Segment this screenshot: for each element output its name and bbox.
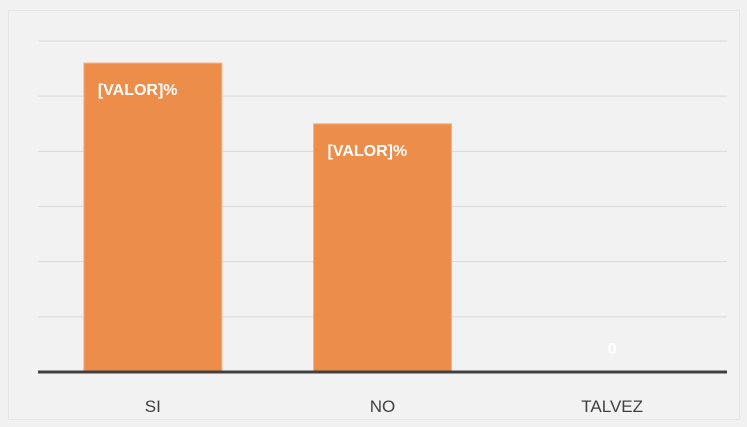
data-label-talvez: 0 (608, 341, 617, 358)
x-tick-label-no: NO (370, 397, 396, 416)
data-label-no: [VALOR]% (328, 143, 408, 160)
x-tick-label-si: SI (145, 397, 161, 416)
x-tick-label-talvez: TALVEZ (581, 397, 643, 416)
x-axis: SI NO TALVEZ (38, 370, 727, 416)
bars (83, 62, 452, 373)
data-label-si: [VALOR]% (98, 82, 178, 99)
bar-no (313, 123, 452, 373)
data-labels: [VALOR]% [VALOR]% 0 (98, 82, 617, 358)
bar-si (83, 62, 223, 373)
